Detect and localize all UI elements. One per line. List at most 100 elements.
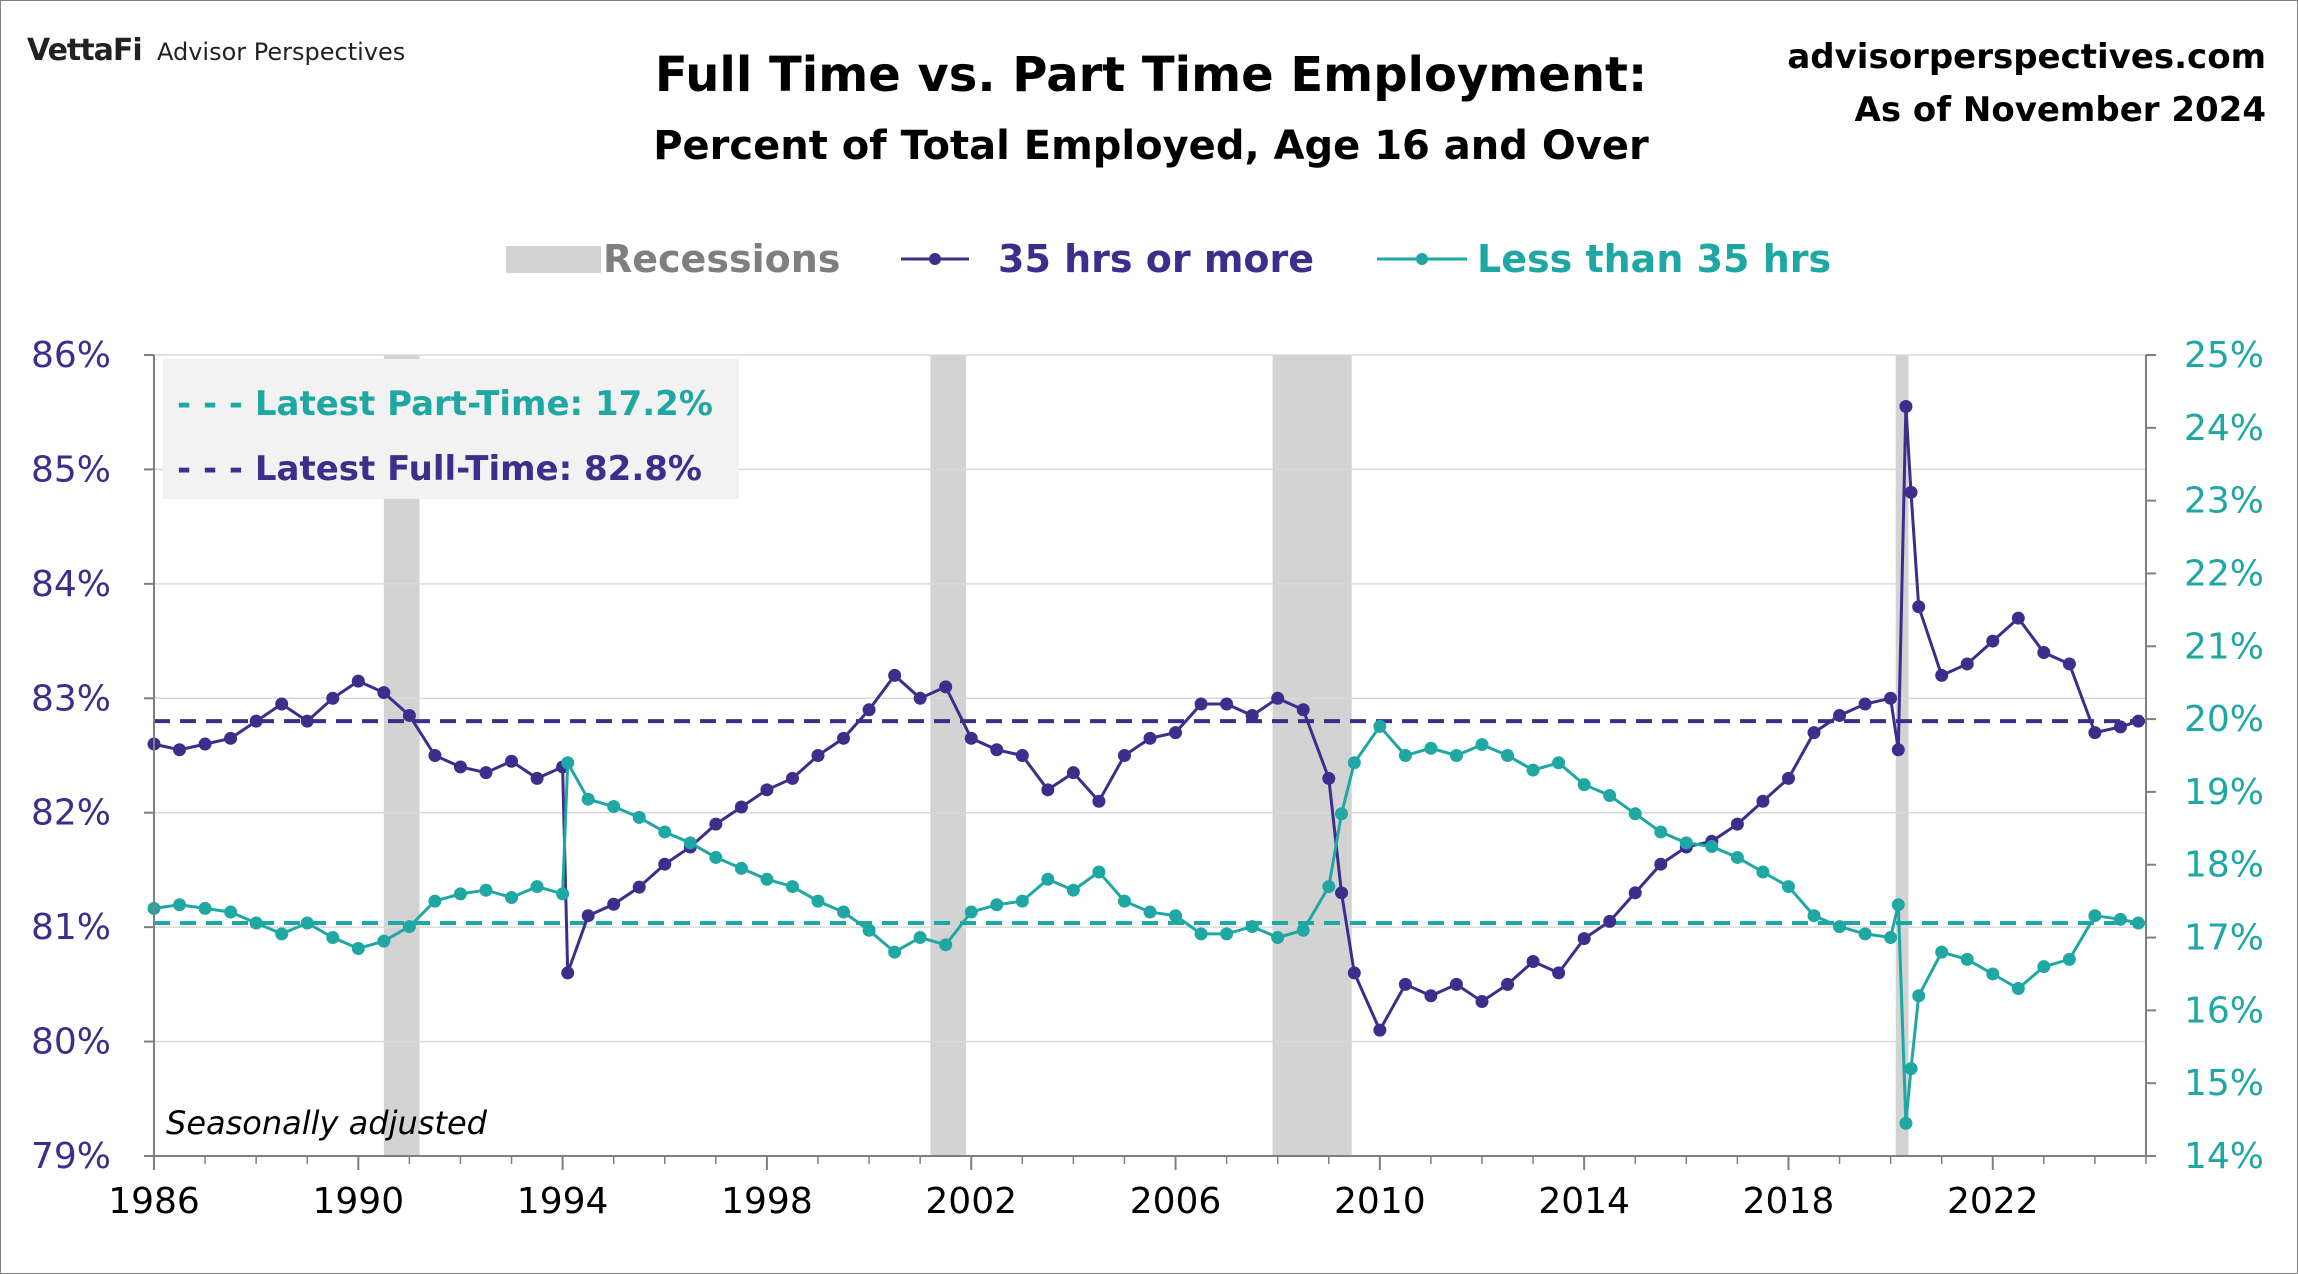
full-time-point	[453, 760, 467, 774]
part-time-point	[1912, 989, 1926, 1003]
part-time-point	[607, 799, 621, 813]
part-time-point	[709, 850, 723, 864]
part-time-point	[2037, 960, 2051, 974]
part-time-point	[377, 934, 391, 948]
left-tick-label: 81%	[31, 907, 111, 948]
left-tick-label: 82%	[31, 793, 111, 834]
part-time-point	[1628, 807, 1642, 821]
full-time-point	[1935, 668, 1949, 682]
full-time-point	[1899, 399, 1913, 413]
part-time-point	[913, 931, 927, 945]
part-time-point	[658, 825, 672, 839]
latest-values-box: - - - Latest Part-Time: 17.2% - - - Late…	[163, 359, 739, 499]
part-time-point	[326, 931, 340, 945]
right-tick-label: 17%	[2184, 918, 2264, 959]
part-time-point	[1781, 880, 1795, 894]
full-time-point	[275, 697, 289, 711]
full-time-point	[964, 731, 978, 745]
part-time-point	[1296, 923, 1310, 937]
part-time-point	[505, 890, 519, 904]
full-time-point	[2088, 726, 2102, 740]
left-tick-label: 85%	[31, 449, 111, 490]
full-time-point	[837, 731, 851, 745]
full-time-point	[1730, 817, 1744, 831]
full-time-point	[1296, 703, 1310, 717]
full-time-point	[1117, 749, 1131, 762]
full-time-point	[1424, 989, 1438, 1003]
part-time-point	[1220, 927, 1234, 941]
part-time-point	[1335, 807, 1349, 821]
full-time-point	[505, 754, 519, 768]
part-time-point	[300, 916, 314, 930]
part-time-point	[1679, 836, 1693, 850]
part-time-point	[1501, 749, 1515, 762]
full-time-point	[428, 749, 442, 762]
full-time-point	[249, 714, 263, 728]
full-time-point	[760, 783, 774, 797]
full-time-point	[402, 708, 416, 722]
full-time-point	[1891, 743, 1905, 757]
part-time-point	[1347, 756, 1361, 770]
part-time-point	[837, 905, 851, 919]
full-time-point	[1884, 691, 1898, 705]
chart-subtitle: Percent of Total Employed, Age 16 and Ov…	[653, 123, 1649, 169]
full-time-point	[1245, 708, 1259, 722]
as-of-date: As of November 2024	[1855, 90, 2266, 130]
part-time-point	[964, 905, 978, 919]
part-time-point	[1526, 763, 1540, 777]
part-time-point	[351, 941, 365, 955]
part-time-point	[1884, 931, 1898, 945]
full-time-point	[1398, 977, 1412, 991]
full-time-point	[1475, 995, 1489, 1009]
legend-recession-swatch	[506, 246, 601, 273]
full-time-point	[1781, 771, 1795, 785]
part-time-point	[1475, 738, 1489, 752]
part-time-point	[1986, 967, 2000, 981]
legend-fulltime-label: 35 hrs or more	[998, 237, 1314, 281]
right-tick-label: 25%	[2184, 335, 2264, 376]
full-time-point	[888, 668, 902, 682]
part-time-point	[173, 898, 187, 912]
part-time-point	[1730, 850, 1744, 864]
x-tick-label: 2006	[1130, 1181, 1222, 1222]
full-time-point	[198, 737, 212, 751]
part-time-point	[1117, 894, 1131, 908]
right-tick-label: 23%	[2184, 481, 2264, 522]
recession-bands	[383, 355, 1909, 1156]
full-time-point	[1833, 708, 1847, 722]
left-tick-label: 79%	[31, 1136, 111, 1177]
part-time-point	[683, 836, 697, 850]
part-time-point	[990, 898, 1004, 912]
part-time-point	[1322, 880, 1336, 894]
full-time-point	[1449, 977, 1463, 991]
part-time-point	[479, 883, 493, 897]
annotation-background	[163, 359, 739, 499]
full-time-point	[939, 680, 953, 694]
legend-recessions-label: Recessions	[603, 237, 840, 281]
part-time-point	[1092, 865, 1106, 879]
legend-fulltime-marker	[929, 253, 941, 265]
part-time-point	[1705, 840, 1719, 854]
full-time-point	[2011, 611, 2025, 625]
latest-full-time-label: - - - Latest Full-Time: 82.8%	[177, 449, 702, 489]
part-time-point	[1552, 756, 1566, 770]
part-time-point	[888, 945, 902, 959]
part-time-point	[2113, 912, 2127, 926]
full-time-point	[1143, 731, 1157, 745]
left-tick-label: 84%	[31, 564, 111, 605]
part-time-point	[1245, 920, 1259, 934]
part-time-point	[1654, 825, 1668, 839]
full-time-point	[1912, 600, 1926, 614]
full-time-point	[1347, 966, 1361, 980]
part-time-point	[1960, 952, 1974, 966]
full-time-point	[1858, 697, 1872, 711]
full-time-point	[1807, 726, 1821, 740]
full-time-point	[377, 686, 391, 700]
part-time-point	[1807, 909, 1821, 923]
right-tick-label: 15%	[2184, 1063, 2264, 1104]
full-time-point	[785, 771, 799, 785]
part-time-point	[2131, 916, 2145, 930]
full-time-point	[658, 857, 672, 871]
part-time-point	[428, 894, 442, 908]
